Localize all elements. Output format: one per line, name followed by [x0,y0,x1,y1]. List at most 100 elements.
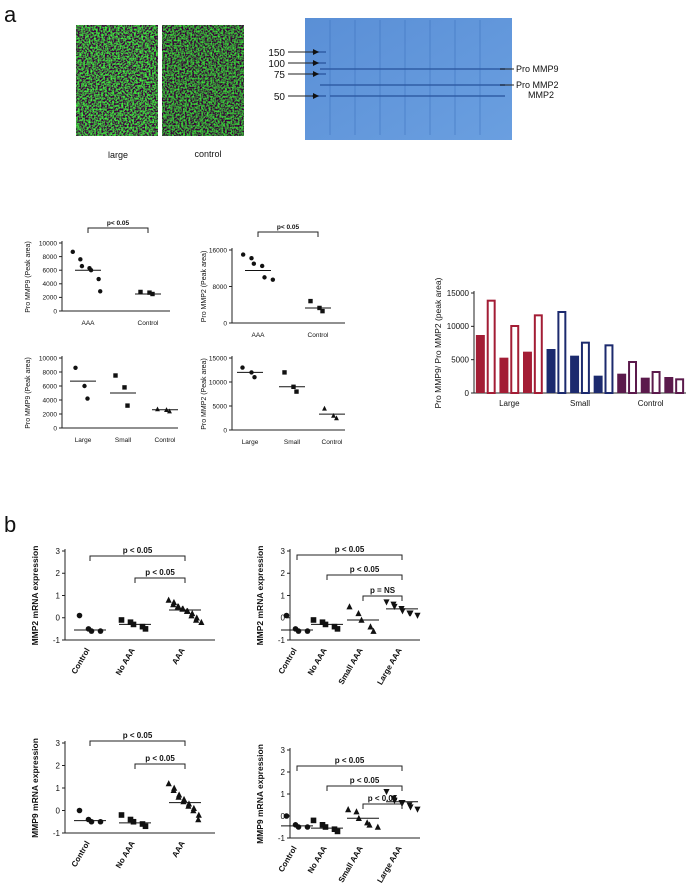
micrograph [76,25,158,136]
y-tick-label: 0 [53,308,57,315]
y-axis-label: MMP2 mRNA expression [30,546,40,646]
y-tick-label: 5000 [451,355,469,364]
y-tick-label: 2000 [43,295,58,302]
x-tick-label: Small [284,439,301,446]
significance-label: p < 0.05 [350,565,380,574]
y-tick-label: 2 [281,768,286,777]
y-tick-label: 3 [281,746,286,755]
point [127,816,134,823]
point [97,818,104,825]
x-tick-label: Large [75,437,92,444]
y-axis-label: MMP2 mRNA expression [255,546,265,646]
point [331,826,338,832]
point [170,601,177,608]
y-axis-label: Pro MMP9 (Peak area) [25,357,32,429]
ladder-label: 150 [268,48,285,59]
significance-label: p< 0.05 [277,224,300,231]
point [407,610,414,617]
point [414,612,421,619]
point [399,608,406,615]
point [322,824,329,830]
y-tick-label: 5000 [213,403,228,410]
y-tick-label: 6000 [43,383,58,390]
x-tick-label: AAA [170,839,187,859]
point [183,607,191,614]
y-tick-label: 1 [281,591,286,600]
y-tick-label: 15000 [447,289,470,298]
ladder-label: 75 [274,70,286,81]
band-label: Pro MMP2 [516,80,559,90]
bar [522,351,532,393]
point [345,806,352,813]
point [414,806,421,813]
x-tick-label: AAA [170,646,187,666]
point [113,373,118,378]
x-tick-label: Control [138,320,160,327]
bar [546,349,556,393]
point [262,275,267,280]
bar [593,375,603,393]
y-tick-label: 3 [281,547,286,556]
y-tick-label: 3 [56,547,61,556]
point [370,627,377,634]
point [174,603,181,610]
point [353,808,360,815]
point [310,817,317,824]
axis-line [61,241,170,312]
point [185,802,192,809]
panel-label: a [4,2,17,27]
bar [617,373,627,393]
point [304,628,311,634]
point [142,626,149,632]
y-axis-label: MMP9 mRNA expression [30,738,40,838]
y-tick-label: 0 [281,614,286,623]
y-tick-label: 8000 [43,369,58,376]
bar [675,378,685,395]
point [175,793,182,800]
significance-label: p < 0.05 [123,546,153,555]
bar [486,299,496,394]
point [346,603,353,610]
y-tick-label: 1 [281,790,286,799]
point [383,789,390,796]
y-tick-label: 16000 [209,247,227,254]
x-tick-label: Control [308,332,330,339]
image-label: large [108,150,128,160]
y-tick-label: 0 [56,806,61,815]
point [190,807,197,814]
point [270,277,276,282]
point [195,811,202,818]
significance-label: p< 0.05 [107,220,130,227]
point [283,813,290,819]
bar [533,314,543,395]
y-tick-label: 0 [281,812,286,821]
point [294,389,299,394]
x-tick-label: No AAA [114,646,137,677]
x-tick-label: No AAA [114,839,137,870]
x-tick-label: No AAA [306,844,329,875]
point [88,628,95,634]
point [147,290,152,295]
point [304,824,311,830]
point [142,823,149,830]
y-tick-label: -1 [53,829,61,838]
significance-bracket [257,231,319,237]
point [96,276,101,282]
y-tick-label: 2000 [43,411,58,418]
bar [475,335,485,393]
x-tick-label: Control [155,437,177,444]
x-tick-label: Small AAA [337,844,365,883]
significance-label: p < 0.05 [145,568,175,577]
significance-bracket [326,785,403,791]
panel-label: b [4,512,16,537]
point [249,256,254,261]
point [130,818,137,825]
y-tick-label: 1 [56,784,61,793]
x-tick-label: Control [277,845,299,874]
bar [557,311,567,394]
point [251,261,257,266]
point [383,599,390,606]
image-label: control [194,149,221,159]
y-tick-label: 2 [56,761,61,770]
